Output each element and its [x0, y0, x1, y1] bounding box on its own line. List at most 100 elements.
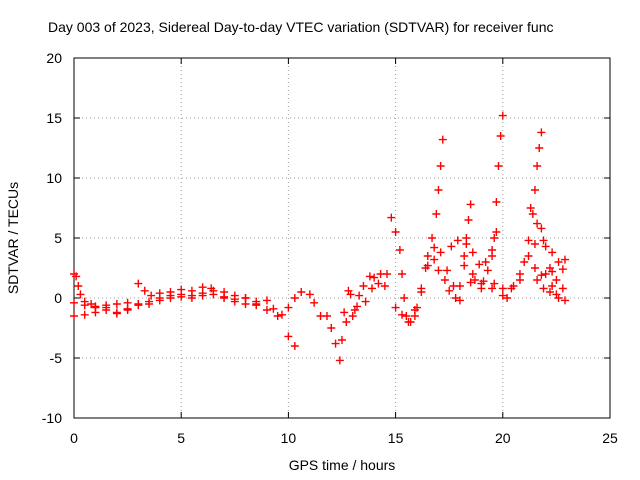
data-point	[209, 290, 218, 299]
data-point	[207, 284, 216, 293]
data-point	[269, 304, 278, 313]
data-point	[554, 294, 563, 302]
data-point	[468, 248, 477, 257]
data-point	[537, 271, 546, 280]
data-point	[134, 300, 143, 308]
data-point	[558, 284, 567, 293]
data-point	[290, 342, 299, 350]
data-point	[80, 301, 89, 310]
data-point	[434, 266, 443, 275]
data-point	[70, 298, 78, 307]
data-point	[479, 277, 488, 286]
data-point	[492, 198, 501, 206]
data-point	[451, 294, 460, 302]
data-point	[297, 288, 306, 296]
data-point	[241, 294, 250, 302]
data-point	[453, 236, 462, 245]
y-axis-label: SDTVAR / TECUs	[5, 182, 21, 294]
data-point	[74, 282, 83, 290]
data-point	[383, 270, 392, 278]
data-point	[494, 162, 503, 170]
data-point	[464, 216, 473, 224]
x-tick-label: 0	[70, 430, 78, 446]
x-tick-label: 15	[388, 430, 404, 446]
data-point	[91, 303, 100, 312]
data-point	[387, 213, 396, 222]
data-point	[155, 296, 164, 305]
data-point	[102, 301, 111, 310]
data-point	[460, 261, 469, 270]
data-point	[374, 279, 383, 288]
data-point	[355, 291, 364, 300]
data-point	[177, 285, 186, 294]
data-point	[166, 288, 175, 296]
data-point	[447, 242, 456, 251]
data-point	[533, 219, 542, 228]
chart-title: Day 003 of 2023, Sidereal Day-to-day VTE…	[48, 19, 554, 35]
x-tick-label: 5	[177, 430, 185, 446]
data-point	[342, 318, 351, 326]
data-point	[423, 252, 432, 260]
data-point	[423, 261, 432, 270]
data-point	[428, 234, 437, 242]
data-point	[533, 162, 542, 170]
data-point	[552, 276, 561, 284]
data-point	[134, 279, 143, 288]
data-point	[545, 288, 554, 296]
x-tick-label: 10	[281, 430, 297, 446]
data-point	[338, 336, 346, 344]
data-point	[335, 356, 344, 365]
data-point	[398, 270, 407, 278]
data-point	[277, 310, 286, 319]
data-point	[533, 276, 542, 284]
data-point	[262, 306, 271, 314]
data-point	[526, 204, 535, 212]
data-point	[147, 291, 156, 300]
y-tick-label: 15	[46, 110, 62, 126]
data-point	[177, 292, 186, 301]
data-point	[322, 312, 331, 320]
data-point	[432, 210, 441, 218]
data-point	[477, 284, 486, 293]
data-point	[539, 236, 548, 245]
data-point	[498, 111, 507, 120]
data-point	[402, 312, 411, 320]
data-point	[198, 283, 207, 292]
y-tick-label: 10	[46, 170, 62, 186]
data-point	[490, 234, 499, 242]
data-point	[76, 290, 85, 299]
data-point	[187, 286, 196, 295]
data-point	[400, 294, 409, 302]
data-point	[548, 282, 557, 290]
y-tick-label: 0	[54, 290, 62, 306]
data-point	[560, 255, 569, 264]
data-point	[554, 258, 563, 266]
data-point	[537, 224, 546, 233]
data-point	[503, 294, 512, 302]
data-point	[410, 306, 419, 314]
data-point	[398, 310, 407, 319]
data-point	[350, 306, 359, 314]
data-point	[530, 240, 539, 248]
data-point	[284, 303, 293, 312]
data-point	[395, 246, 404, 254]
data-point	[359, 282, 368, 290]
data-point	[391, 228, 400, 236]
data-point	[436, 162, 445, 170]
data-point	[340, 308, 349, 317]
data-point	[481, 258, 490, 266]
y-tick-label: -10	[42, 410, 62, 426]
data-point	[87, 300, 96, 308]
data-point	[230, 291, 239, 300]
data-point	[440, 276, 449, 284]
data-point	[273, 312, 282, 320]
data-point	[455, 282, 464, 290]
y-tick-label: 20	[46, 50, 62, 66]
data-point	[524, 252, 533, 260]
data-point	[187, 294, 196, 302]
data-point	[404, 318, 413, 326]
data-point	[391, 303, 400, 312]
data-point	[475, 260, 484, 269]
data-point	[417, 284, 426, 293]
